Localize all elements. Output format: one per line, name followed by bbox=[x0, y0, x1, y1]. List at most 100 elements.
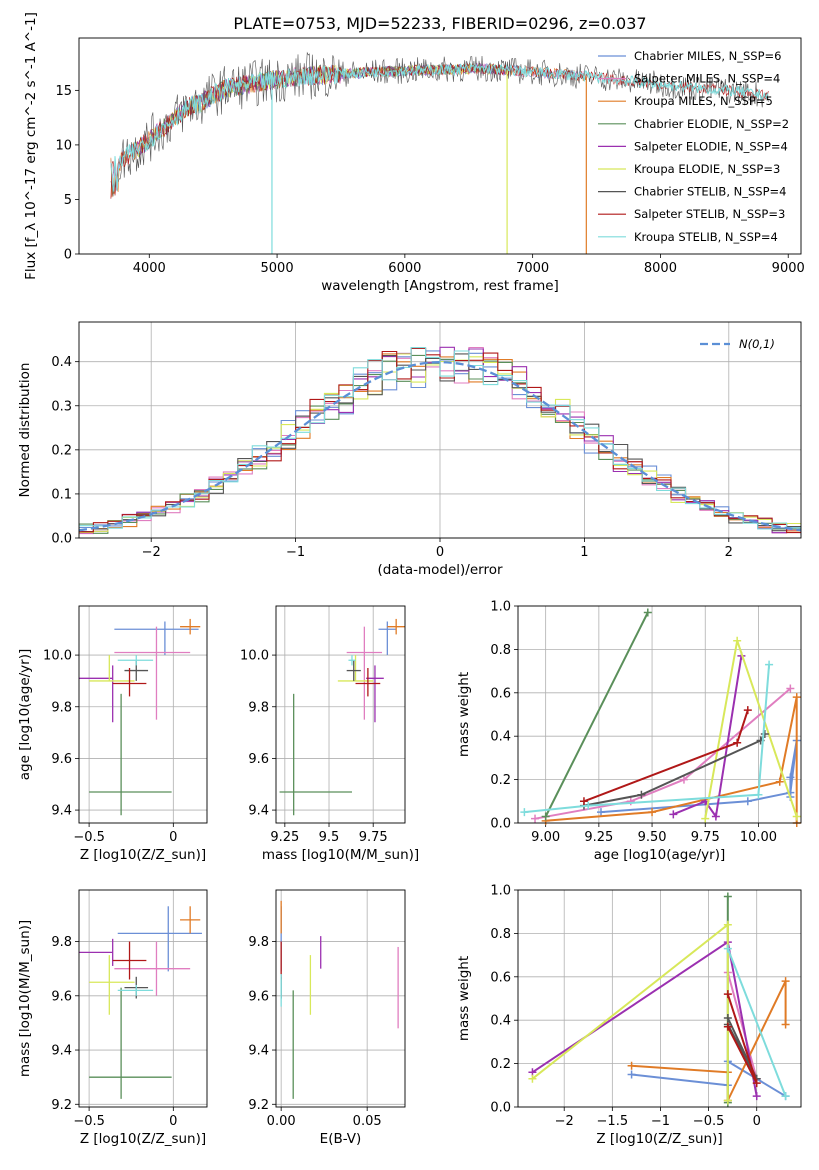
weight-vs-age-line-4 bbox=[672, 655, 743, 820]
spectrum-legend-label-6: Chabrier STELIB, N_SSP=4 bbox=[634, 185, 786, 199]
age-vs-mass-ytick-label-3: 10.0 bbox=[240, 649, 269, 664]
age-vs-mass-point-8 bbox=[348, 655, 356, 666]
weight-vs-Z-marker-2-4 bbox=[781, 1020, 790, 1029]
age-vs-Z-point-7 bbox=[112, 668, 147, 697]
mass-vs-Z-xtick-label-0: −0.5 bbox=[73, 1114, 105, 1129]
age-vs-Z-frame bbox=[78, 605, 208, 824]
age-vs-Z-point-2 bbox=[180, 618, 201, 635]
spectrum-xtick-label-2: 6000 bbox=[388, 261, 421, 276]
weight-vs-age-marker-7-1 bbox=[733, 738, 742, 747]
weight-vs-Z-ytick-label-4: 0.8 bbox=[490, 927, 511, 942]
weight-vs-age-marker-1-2 bbox=[679, 775, 688, 784]
spectrum-frame bbox=[78, 37, 802, 255]
spectrum-xtick-label-3: 7000 bbox=[516, 261, 549, 276]
age-vs-Z-xtick-label-0: −0.5 bbox=[73, 830, 105, 845]
mass-vs-Z-point-4 bbox=[79, 938, 114, 966]
age-vs-Z-point-8 bbox=[117, 655, 154, 666]
spectrum-legend-label-8: Kroupa STELIB, N_SSP=4 bbox=[634, 230, 778, 244]
weight-vs-age-marker-3-1 bbox=[643, 608, 652, 617]
weight-vs-Z-marker-0-0 bbox=[627, 1070, 636, 1079]
residuals-hist-8 bbox=[79, 347, 801, 531]
mass-vs-ebv-ytick-label-2: 9.6 bbox=[248, 989, 269, 1004]
weight-vs-age-marker-8-0 bbox=[520, 808, 529, 817]
mass-vs-Z-ytick-label-3: 9.8 bbox=[51, 935, 72, 950]
spectrum-xlabel: wavelength [Angstrom, rest frame] bbox=[321, 278, 559, 294]
residuals-xtick-label-1: −1 bbox=[286, 545, 305, 560]
mass-vs-Z-xlabel: Z [log10(Z/Z_sun)] bbox=[80, 1131, 206, 1147]
mass-vs-ebv-ytick-label-3: 9.8 bbox=[248, 935, 269, 950]
spectrum-axes: 4000 5000 6000 7000 8000 9000 0 5 10 15 bbox=[55, 84, 804, 276]
weight-vs-age-line-1 bbox=[534, 687, 792, 820]
weight-vs-Z-frame bbox=[517, 889, 802, 1108]
residuals-xtick-label-0: −2 bbox=[142, 545, 161, 560]
mass-vs-Z-points bbox=[79, 906, 202, 1099]
weight-vs-Z-marker-3-0 bbox=[723, 892, 732, 901]
residuals-frame bbox=[78, 321, 802, 539]
weight-vs-Z-xtick-label-1: −1.5 bbox=[597, 1114, 629, 1129]
spectrum-line-1 bbox=[110, 63, 584, 198]
mass-vs-ebv-axes: 0.00 0.05 9.2 9.4 9.6 9.8 bbox=[248, 890, 405, 1129]
age-vs-Z-xtick-label-1: 0 bbox=[169, 830, 177, 845]
weight-vs-age-xtick-label-1: 9.25 bbox=[584, 830, 613, 845]
age-vs-mass-xtick-label-1: 9.5 bbox=[319, 830, 340, 845]
mass-vs-ebv-ytick-label-0: 9.2 bbox=[248, 1098, 269, 1113]
mass-vs-Z-xtick-label-1: 0 bbox=[169, 1114, 177, 1129]
residuals-ylabel: Normed distribution bbox=[17, 363, 33, 498]
age-vs-mass-xtick-label-2: 9.75 bbox=[359, 830, 388, 845]
age-vs-Z-point-5 bbox=[89, 655, 135, 682]
weight-vs-age-marker-6-1 bbox=[637, 790, 646, 799]
age-vs-mass-xtick-label-0: 9.25 bbox=[270, 830, 299, 845]
weight-vs-age-marker-3-0 bbox=[541, 812, 550, 821]
age-vs-mass-ytick-label-1: 9.6 bbox=[248, 752, 269, 767]
spectrum-legend-label-5: Kroupa ELODIE, N_SSP=3 bbox=[634, 162, 780, 176]
weight-vs-Z-line-8 bbox=[726, 948, 787, 1097]
weight-vs-Z-marker-5-1 bbox=[723, 920, 732, 929]
age-vs-Z-ytick-label-2: 9.8 bbox=[51, 700, 72, 715]
age-vs-mass-ytick-label-0: 9.4 bbox=[248, 804, 269, 819]
weight-vs-Z-ytick-label-1: 0.2 bbox=[490, 1057, 511, 1072]
weight-vs-age-marker-7-0 bbox=[579, 797, 588, 806]
weight-vs-age-marker-8-2 bbox=[754, 790, 763, 799]
weight-vs-Z-ytick-label-5: 1.0 bbox=[490, 884, 511, 899]
weight-vs-age-marker-1-3 bbox=[786, 684, 795, 693]
spectrum-xtick-label-4: 8000 bbox=[644, 261, 677, 276]
weight-vs-Z-marker-2-0 bbox=[627, 1061, 636, 1070]
weight-vs-age-marker-5-2 bbox=[792, 812, 801, 821]
weight-vs-age-ytick-label-0: 0.0 bbox=[490, 817, 511, 832]
age-vs-mass-point-6 bbox=[346, 660, 361, 681]
residuals-hists bbox=[79, 346, 801, 537]
mass-vs-ebv-ytick-label-1: 9.4 bbox=[248, 1044, 269, 1059]
weight-vs-Z-ytick-label-3: 0.6 bbox=[490, 970, 511, 985]
weight-vs-age-xtick-label-2: 9.50 bbox=[638, 830, 667, 845]
mass-vs-ebv-xlabel: E(B-V) bbox=[320, 1131, 362, 1147]
weight-vs-age-frame bbox=[517, 605, 802, 824]
weight-vs-age-marker-0-1 bbox=[743, 797, 752, 806]
weight-vs-age-lines bbox=[520, 608, 801, 827]
weight-vs-age-ytick-label-5: 1.0 bbox=[490, 600, 511, 615]
weight-vs-age-marker-6-3 bbox=[760, 730, 769, 739]
weight-vs-age-marker-5-0 bbox=[701, 814, 710, 823]
age-vs-Z-ytick-label-1: 9.6 bbox=[51, 752, 72, 767]
spectrum-ylabel: Flux [f_λ 10^-17 erg cm^-2 s^-1 A^-1] bbox=[23, 12, 39, 280]
age-vs-mass-point-7 bbox=[355, 668, 381, 697]
weight-vs-age-marker-8-3 bbox=[765, 660, 774, 669]
weight-vs-Z-marker-7-1 bbox=[752, 1079, 761, 1088]
weight-vs-Z-marker-5-2 bbox=[723, 1096, 732, 1105]
weight-vs-Z-xtick-label-4: 0 bbox=[753, 1114, 761, 1129]
age-vs-Z-ytick-label-3: 10.0 bbox=[43, 649, 72, 664]
spectrum-xtick-label-1: 5000 bbox=[261, 261, 294, 276]
age-vs-mass-point-1 bbox=[346, 626, 383, 720]
age-vs-Z-point-3 bbox=[89, 693, 172, 816]
mass-vs-Z-point-0 bbox=[117, 906, 202, 972]
weight-vs-age-xtick-label-4: 10.00 bbox=[740, 830, 777, 845]
weight-vs-age-marker-5-1 bbox=[733, 636, 742, 645]
weight-vs-age-ytick-label-4: 0.8 bbox=[490, 643, 511, 658]
mass-vs-Z-axes: −0.5 0 9.2 9.4 9.6 9.8 bbox=[51, 890, 207, 1129]
spectrum-ytick-label-2: 10 bbox=[55, 138, 72, 153]
mass-vs-Z-point-1 bbox=[114, 941, 191, 996]
spectrum-legend-label-4: Salpeter ELODIE, N_SSP=4 bbox=[634, 139, 788, 153]
weight-vs-Z-line-4 bbox=[531, 940, 758, 1097]
residuals-ytick-label-3: 0.3 bbox=[51, 399, 72, 414]
